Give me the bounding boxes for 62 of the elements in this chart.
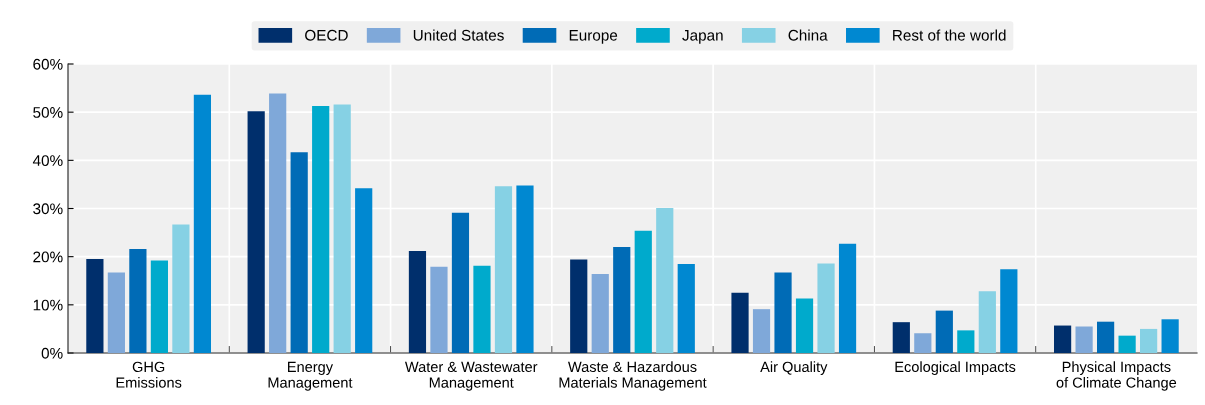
bar	[914, 333, 932, 353]
legend-label: United States	[413, 29, 504, 41]
x-tick-label: GHG Emissions	[116, 361, 182, 388]
bar	[516, 185, 534, 353]
y-tick-label: 60%	[33, 58, 63, 70]
legend-label: Europe	[569, 30, 618, 44]
bar	[333, 104, 351, 353]
bar	[150, 260, 168, 353]
bar	[1161, 319, 1179, 353]
legend-label: China	[788, 29, 828, 41]
bar	[107, 272, 125, 353]
y-tick-label: 40%	[32, 155, 63, 167]
bar	[752, 309, 771, 353]
bar	[473, 265, 491, 353]
bar	[795, 298, 814, 353]
bar	[838, 243, 857, 353]
bar	[774, 272, 792, 353]
bar	[1053, 325, 1072, 353]
y-tick-label: 10%	[33, 299, 63, 311]
bar	[978, 291, 996, 353]
bar	[935, 310, 953, 353]
y-tick-label: 0%	[41, 347, 63, 359]
bar	[892, 322, 910, 353]
bar	[355, 188, 373, 353]
y-tick-label: 50%	[33, 107, 63, 118]
legend-label: Rest of the world	[893, 29, 1006, 41]
bar	[1140, 328, 1158, 353]
bar	[634, 230, 652, 353]
bar	[1075, 326, 1093, 353]
legend-label: OECD	[305, 29, 348, 41]
bar	[193, 94, 212, 353]
bar	[1000, 269, 1018, 353]
bar	[247, 111, 265, 353]
x-tick-label: Ecological Impacts	[895, 361, 1016, 375]
legend-label: Japan	[682, 30, 723, 44]
x-tick-label: Physical Impacts of Climate Change	[1056, 361, 1177, 391]
bar	[570, 259, 588, 353]
bar	[86, 259, 104, 353]
y-tick-label: 30%	[33, 203, 63, 215]
bar	[312, 105, 330, 353]
bar	[677, 263, 695, 353]
bar	[957, 330, 975, 353]
bar	[129, 248, 147, 353]
bar	[290, 152, 308, 353]
x-tick-label: Water & Wastewater Management	[404, 361, 538, 391]
bar	[430, 266, 448, 353]
bar	[408, 250, 427, 353]
bar	[817, 263, 835, 353]
bar	[494, 186, 513, 353]
bar	[731, 292, 749, 353]
bar	[656, 208, 674, 353]
bar	[1118, 335, 1136, 353]
x-tick-label: Air Quality	[760, 361, 828, 375]
bar	[269, 93, 287, 353]
bar	[613, 247, 631, 353]
bar	[172, 224, 190, 353]
x-tick-label: Energy Management	[268, 361, 353, 391]
bar	[1097, 321, 1115, 353]
bar	[451, 212, 470, 353]
x-tick-label: Waste & Hazardous Materials Management	[559, 361, 707, 391]
y-tick-label: 20%	[33, 251, 63, 263]
bar	[591, 274, 609, 353]
